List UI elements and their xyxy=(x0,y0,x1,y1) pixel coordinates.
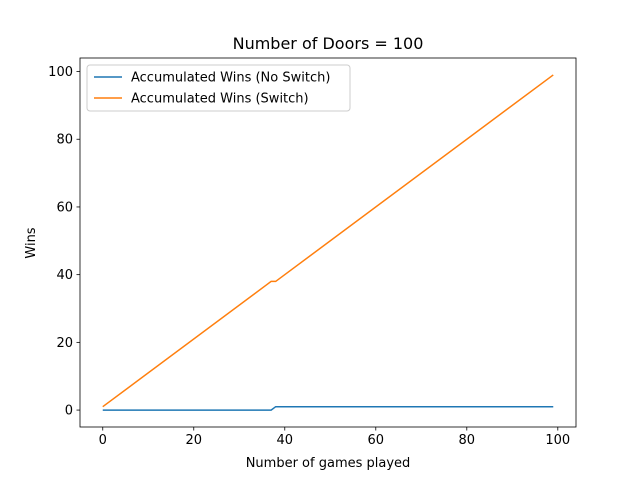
legend: Accumulated Wins (No Switch) Accumulated … xyxy=(86,64,351,112)
axes-frame xyxy=(79,57,577,428)
x-axis-label: Number of games played xyxy=(246,456,411,471)
chart-title: Number of Doors = 100 xyxy=(233,34,424,53)
y-tick-label: 0 xyxy=(65,404,73,419)
x-tick-label: 40 xyxy=(276,433,293,448)
y-axis-label: Wins xyxy=(24,227,39,258)
legend-box xyxy=(86,64,351,112)
series-line-no-switch xyxy=(102,405,554,411)
x-tick-label: 20 xyxy=(185,433,202,448)
y-tick-label: 60 xyxy=(56,200,73,215)
x-tick-label: 100 xyxy=(545,433,570,448)
x-tick-label: 0 xyxy=(99,433,107,448)
y-tick-label: 80 xyxy=(56,133,73,148)
y-tick-label: 20 xyxy=(56,336,73,351)
plot-area: 0 20 40 60 80 100 0 20 40 60 80 100 xyxy=(48,57,577,448)
x-tick-label: 80 xyxy=(459,433,476,448)
y-tick-label: 100 xyxy=(48,65,73,80)
legend-label-no-switch: Accumulated Wins (No Switch) xyxy=(131,71,330,86)
legend-label-switch: Accumulated Wins (Switch) xyxy=(131,92,309,107)
series-line-switch xyxy=(102,74,554,408)
y-tick-label: 40 xyxy=(56,268,73,283)
x-tick-label: 60 xyxy=(368,433,385,448)
